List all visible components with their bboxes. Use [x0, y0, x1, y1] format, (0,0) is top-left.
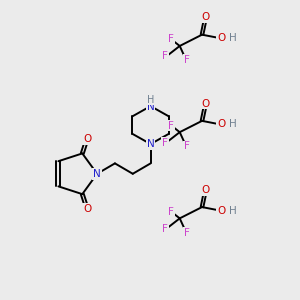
Text: F: F: [184, 55, 190, 65]
Text: N: N: [147, 139, 154, 149]
Text: F: F: [162, 224, 168, 234]
Text: F: F: [168, 207, 174, 217]
Text: N: N: [147, 102, 154, 112]
Text: O: O: [217, 119, 225, 129]
Text: F: F: [168, 121, 174, 130]
Text: F: F: [184, 141, 190, 152]
Text: O: O: [202, 99, 210, 109]
Text: H: H: [229, 33, 237, 43]
Text: H: H: [229, 206, 237, 216]
Text: F: F: [162, 51, 168, 62]
Text: O: O: [202, 185, 210, 195]
Text: F: F: [168, 34, 174, 44]
Text: O: O: [83, 204, 91, 214]
Text: O: O: [83, 134, 91, 144]
Text: H: H: [229, 119, 237, 129]
Text: O: O: [217, 206, 225, 216]
Text: F: F: [162, 138, 168, 148]
Text: N: N: [93, 169, 101, 179]
Text: F: F: [184, 228, 190, 238]
Text: H: H: [147, 94, 155, 105]
Text: O: O: [217, 33, 225, 43]
Text: O: O: [202, 12, 210, 22]
